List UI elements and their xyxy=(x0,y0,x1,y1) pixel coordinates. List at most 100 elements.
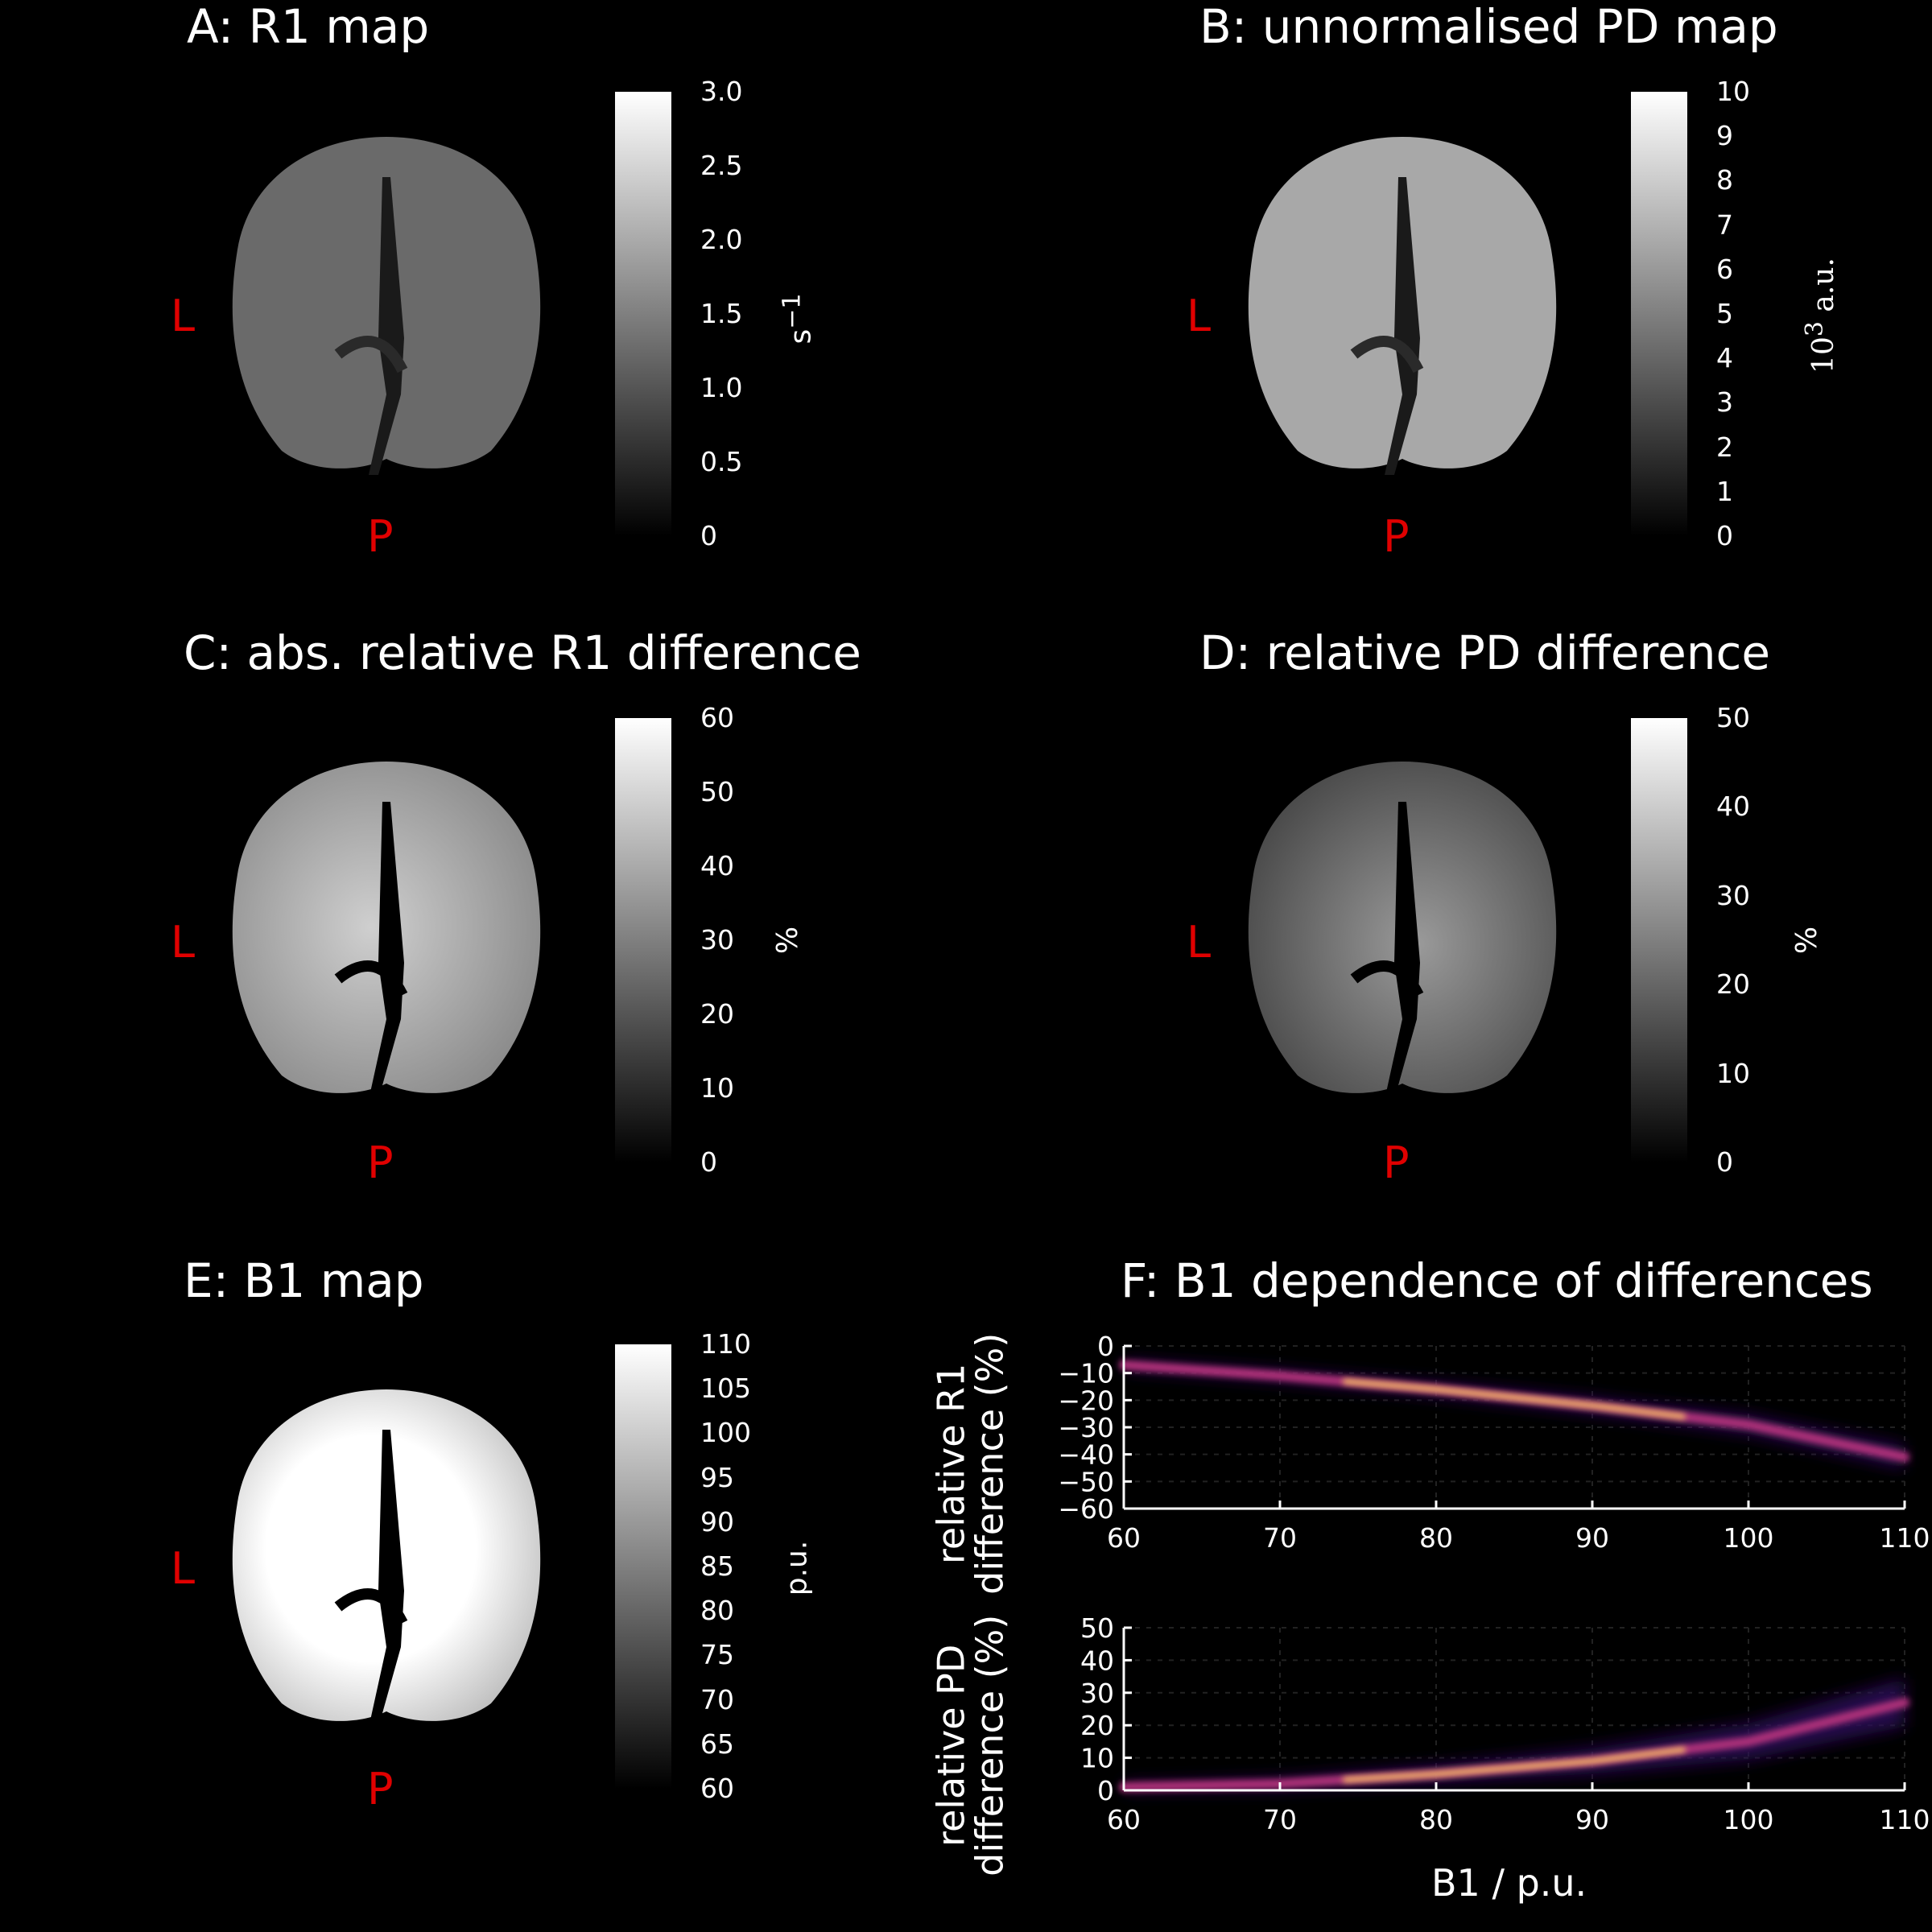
panel-b-tick-label: 5 xyxy=(1716,298,1733,329)
panel-d-colorbar xyxy=(1631,718,1687,1162)
panel-b-tick-label: 4 xyxy=(1716,342,1733,374)
y-tick-label: −30 xyxy=(1058,1412,1114,1443)
y-tick-label: −20 xyxy=(1058,1385,1114,1416)
density-ridge-mid xyxy=(1119,1360,1909,1463)
panel-f-title: F: B1 dependence of differences xyxy=(1121,1253,1873,1308)
panel-c-tick-label: 0 xyxy=(700,1146,717,1178)
panel-a-tick-label: 2.5 xyxy=(700,150,743,181)
density-ridge-peak xyxy=(1342,1747,1686,1782)
panel-b-title: B: unnormalised PD map xyxy=(1199,0,1778,54)
density-ridge-peak xyxy=(1342,1379,1686,1419)
panel-d-title: D: relative PD difference xyxy=(1199,625,1771,680)
y-tick-label: −10 xyxy=(1058,1358,1114,1389)
panel-c-tick-label: 30 xyxy=(700,924,734,956)
panel-d-tick-label: 30 xyxy=(1716,879,1750,911)
panel-c-left-label: L xyxy=(171,917,196,968)
panel-e-tick-label: 100 xyxy=(700,1417,751,1449)
panel-b-tick-label: 6 xyxy=(1716,253,1733,285)
panel-a-colorbar xyxy=(615,92,671,536)
panel-a-tick-label: 2.0 xyxy=(700,224,743,255)
panel-b-left-label: L xyxy=(1187,291,1212,341)
r1-difference-plot: 60 70 80 90 100 110 0−10−20−30−40−50−60 xyxy=(1058,1331,1930,1554)
density-band xyxy=(1124,1678,1905,1791)
panel-a-title: A: R1 map xyxy=(187,0,430,54)
b1-xlabel: B1 / p.u. xyxy=(1431,1861,1587,1905)
panel-b-tick-label: 9 xyxy=(1716,120,1733,152)
panel-d-bottom-label: P xyxy=(1383,1137,1410,1188)
panel-e-tick-label: 95 xyxy=(700,1461,734,1493)
x-tick-label: 110 xyxy=(1880,1522,1930,1554)
panel-d-tick-label: 20 xyxy=(1716,968,1750,1001)
panel-b-brain-image xyxy=(1248,137,1557,475)
panel-e-tick-label: 65 xyxy=(700,1728,734,1760)
panel-d-left-label: L xyxy=(1187,917,1212,968)
panel-b-tick-label: 7 xyxy=(1716,208,1733,241)
panel-e-tick-label: 85 xyxy=(700,1550,734,1582)
panel-a-tick-label: 1.0 xyxy=(700,372,743,403)
x-tick-label: 70 xyxy=(1263,1804,1297,1835)
panel-d-tick-label: 0 xyxy=(1716,1146,1733,1178)
x-tick-label: 70 xyxy=(1263,1522,1297,1554)
panel-d-brain-image xyxy=(1248,762,1557,1100)
panel-b-tick-label: 10 xyxy=(1716,76,1750,107)
x-tick-label: 100 xyxy=(1724,1804,1774,1835)
panel-c-tick-label: 20 xyxy=(700,998,734,1030)
panel-b-tick-label: 2 xyxy=(1716,431,1733,463)
x-tick-label: 60 xyxy=(1107,1522,1141,1554)
panel-a-bottom-label: P xyxy=(367,511,394,562)
panel-a-tick-label: 0 xyxy=(700,520,717,551)
panel-b-bottom-label: P xyxy=(1383,511,1410,562)
y-tick-label: 20 xyxy=(1080,1710,1114,1741)
y-tick-label: −50 xyxy=(1058,1466,1114,1497)
panel-a-left-label: L xyxy=(171,291,196,341)
panel-c-title: C: abs. relative R1 difference xyxy=(184,625,861,680)
y-tick-label: −60 xyxy=(1058,1493,1114,1525)
r1-ylabel: relative R1 difference (%) xyxy=(929,1332,1012,1595)
panel-c-brain-image xyxy=(232,762,541,1100)
panel-c-tick-label: 60 xyxy=(700,702,734,733)
y-tick-label: 0 xyxy=(1097,1775,1114,1806)
y-tick-label: 0 xyxy=(1097,1331,1114,1362)
panel-b-tick-label: 0 xyxy=(1716,520,1733,551)
y-tick-label: 50 xyxy=(1080,1612,1114,1644)
panel-c-tick-label: 50 xyxy=(700,776,734,807)
panel-d-tick-label: 40 xyxy=(1716,791,1750,823)
panel-c-bottom-label: P xyxy=(367,1137,394,1188)
panel-e-bottom-label: P xyxy=(367,1764,394,1814)
x-tick-label: 110 xyxy=(1880,1804,1930,1835)
x-tick-label: 80 xyxy=(1419,1522,1453,1554)
panel-a-tick-label: 0.5 xyxy=(700,446,743,477)
panel-c-colorbar xyxy=(615,718,671,1162)
panel-b-tick-label: 8 xyxy=(1716,164,1733,196)
panel-e-tick-label: 70 xyxy=(700,1683,734,1715)
panel-a-brain-image xyxy=(232,137,541,475)
panel-a-tick-label: 3.0 xyxy=(700,76,743,107)
panel-d-tick-label: 50 xyxy=(1716,702,1750,733)
y-tick-label: 10 xyxy=(1080,1743,1114,1774)
x-tick-label: 80 xyxy=(1419,1804,1453,1835)
panel-c-tick-label: 10 xyxy=(700,1072,734,1104)
panel-e-colorbar xyxy=(615,1344,671,1789)
panel-c-tick-label: 40 xyxy=(700,850,734,881)
x-tick-label: 90 xyxy=(1575,1804,1609,1835)
x-tick-label: 90 xyxy=(1575,1522,1609,1554)
panel-e-tick-label: 80 xyxy=(700,1595,734,1627)
panel-b-colorbar xyxy=(1631,92,1687,536)
y-tick-label: 40 xyxy=(1080,1645,1114,1676)
panel-e-left-label: L xyxy=(171,1543,196,1594)
panel-e-tick-label: 75 xyxy=(700,1639,734,1671)
panel-e-brain-image xyxy=(232,1389,541,1728)
y-tick-label: 30 xyxy=(1080,1678,1114,1709)
panel-e-tick-label: 110 xyxy=(700,1328,751,1360)
panel-e-title: E: B1 map xyxy=(184,1253,424,1308)
y-tick-label: −40 xyxy=(1058,1439,1114,1471)
panel-a-tick-label: 1.5 xyxy=(700,298,743,329)
pd-ylabel: relative PD difference (%) xyxy=(929,1614,1012,1876)
panel-e-tick-label: 90 xyxy=(700,1505,734,1538)
x-tick-label: 100 xyxy=(1724,1522,1774,1554)
panel-e-tick-label: 105 xyxy=(700,1373,751,1405)
panel-e-tick-label: 60 xyxy=(700,1773,734,1804)
x-tick-label: 60 xyxy=(1107,1804,1141,1835)
